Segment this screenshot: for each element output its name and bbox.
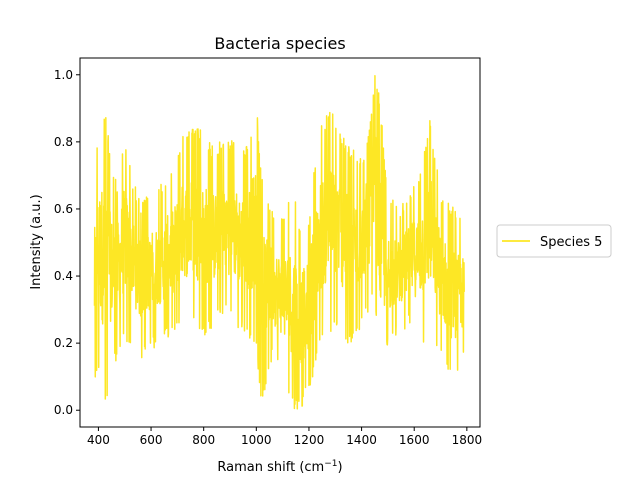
x-axis-label: Raman shift (cm−1) <box>217 459 342 475</box>
y-axis: 0.0 0.2 0.4 0.6 0.8 1.0 <box>54 68 80 417</box>
x-tick-label: 1000 <box>241 433 272 447</box>
y-tick-label: 0.8 <box>54 135 73 149</box>
y-tick-label: 0.0 <box>54 403 73 417</box>
x-tick-label: 1800 <box>452 433 483 447</box>
chart-title: Bacteria species <box>214 34 345 53</box>
y-tick-label: 0.6 <box>54 202 73 216</box>
y-tick-label: 1.0 <box>54 68 73 82</box>
y-tick-label: 0.4 <box>54 269 73 283</box>
x-axis: 400 600 800 1000 1200 1400 1600 1800 <box>87 427 482 447</box>
x-tick-label: 400 <box>87 433 110 447</box>
y-tick-label: 0.2 <box>54 336 73 350</box>
x-tick-label: 600 <box>140 433 163 447</box>
x-tick-label: 1600 <box>399 433 430 447</box>
legend-frame <box>496 224 612 258</box>
legend-label: Species 5 <box>540 235 602 250</box>
plot-frame <box>79 57 481 428</box>
x-tick-label: 1400 <box>346 433 377 447</box>
legend: Species 5 <box>496 224 612 258</box>
series-layer <box>93 75 465 410</box>
x-tick-label: 800 <box>192 433 215 447</box>
series-line-species-5 <box>93 75 465 410</box>
x-tick-label: 1200 <box>294 433 325 447</box>
y-axis-label: Intensity (a.u.) <box>29 194 44 289</box>
